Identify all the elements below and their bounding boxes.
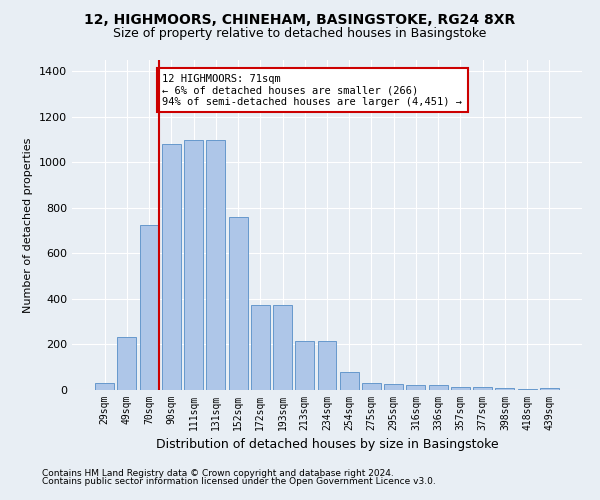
X-axis label: Distribution of detached houses by size in Basingstoke: Distribution of detached houses by size … <box>155 438 499 452</box>
Text: Contains public sector information licensed under the Open Government Licence v3: Contains public sector information licen… <box>42 477 436 486</box>
Bar <box>295 341 314 390</box>
Bar <box>140 225 158 390</box>
Bar <box>251 304 270 390</box>
Bar <box>540 388 559 390</box>
Bar <box>95 383 114 390</box>
Bar <box>496 388 514 390</box>
Bar <box>518 389 536 390</box>
Bar <box>162 144 181 390</box>
Bar <box>384 384 403 390</box>
Text: Size of property relative to detached houses in Basingstoke: Size of property relative to detached ho… <box>113 28 487 40</box>
Bar <box>429 386 448 390</box>
Bar <box>206 140 225 390</box>
Bar <box>317 341 337 390</box>
Text: 12, HIGHMOORS, CHINEHAM, BASINGSTOKE, RG24 8XR: 12, HIGHMOORS, CHINEHAM, BASINGSTOKE, RG… <box>85 12 515 26</box>
Bar <box>340 372 359 390</box>
Bar <box>473 386 492 390</box>
Bar <box>451 386 470 390</box>
Y-axis label: Number of detached properties: Number of detached properties <box>23 138 34 312</box>
Bar <box>406 386 425 390</box>
Bar <box>184 140 203 390</box>
Bar <box>273 304 292 390</box>
Text: Contains HM Land Registry data © Crown copyright and database right 2024.: Contains HM Land Registry data © Crown c… <box>42 468 394 477</box>
Bar <box>118 336 136 390</box>
Text: 12 HIGHMOORS: 71sqm
← 6% of detached houses are smaller (266)
94% of semi-detach: 12 HIGHMOORS: 71sqm ← 6% of detached hou… <box>163 74 463 107</box>
Bar <box>229 217 248 390</box>
Bar <box>362 383 381 390</box>
